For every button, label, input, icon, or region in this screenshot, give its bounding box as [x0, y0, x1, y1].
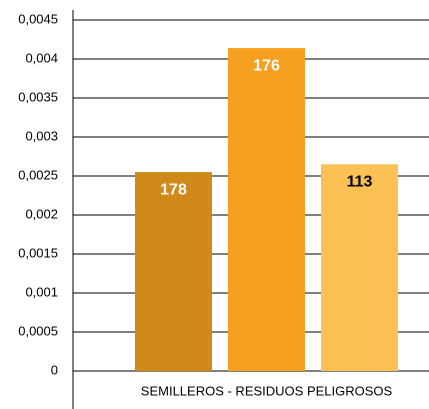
bar	[135, 172, 212, 371]
y-tick-label: 0,001	[25, 284, 58, 299]
y-tick-label: 0,0025	[18, 167, 58, 182]
y-tick-label: 0,0005	[18, 323, 58, 338]
bar-annotation: 176	[253, 57, 280, 74]
bar	[321, 164, 398, 371]
y-tick-label: 0,0035	[18, 89, 58, 104]
bar-annotation: 178	[160, 181, 187, 198]
y-tick-label: 0,004	[25, 50, 58, 65]
x-tick-label: SEMILLEROS - RESIDUOS PELIGROSOS	[141, 383, 393, 398]
y-tick-label: 0,0045	[18, 11, 58, 26]
y-tick-label: 0,002	[25, 206, 58, 221]
y-tick-label: 0	[51, 362, 58, 377]
y-tick-label: 0,0015	[18, 245, 58, 260]
bar-annotation: 113	[347, 174, 373, 191]
bar	[228, 48, 305, 371]
y-tick-label: 0,003	[25, 128, 58, 143]
